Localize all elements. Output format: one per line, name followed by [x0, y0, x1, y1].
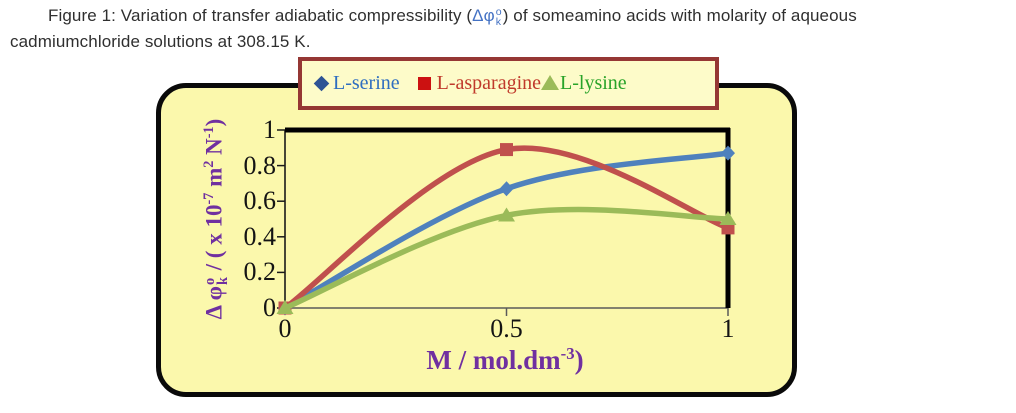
- l-lysine-point-2: [719, 211, 737, 225]
- x-tick-label-0.5: 0.5: [490, 314, 523, 343]
- l-serine-point-2: [721, 145, 735, 161]
- l-asparagine-line: [282, 145, 731, 311]
- l-asparagine-point-1: [500, 143, 513, 157]
- l-lysine-line: [282, 206, 731, 311]
- x-title-end: ): [574, 345, 584, 375]
- triangle-marker-icon: [541, 75, 560, 90]
- square-marker-icon: [417, 77, 431, 90]
- formula-superscript: o: [495, 6, 502, 19]
- diamond-marker-icon: [313, 75, 330, 92]
- formula-base: Δφ: [472, 6, 495, 25]
- x-title-base: M / mol.dm: [426, 345, 561, 375]
- legend-item-l-serine: L-serine: [313, 72, 400, 95]
- l-serine-line: [282, 150, 731, 311]
- chart-legend: L-serine L-asparagine L-lysine: [298, 57, 719, 110]
- y-tick-label-0.8: 0.8: [243, 150, 277, 180]
- legend-label: L-asparagine: [436, 72, 542, 94]
- y-tick-label-0.2: 0.2: [243, 257, 277, 287]
- y-tick-label-0: 0: [263, 293, 276, 322]
- legend-item-l-lysine: L-lysine: [541, 72, 627, 95]
- y-tick-label-0.4: 0.4: [243, 221, 277, 251]
- legend-label: L-lysine: [560, 72, 627, 94]
- x-title-exp: -3: [560, 344, 575, 363]
- x-tick-label-1: 1: [721, 314, 735, 343]
- y-tick-label-1: 1: [263, 115, 276, 144]
- x-axis-title: M / mol.dm-3): [375, 344, 635, 376]
- l-lysine-point-1: [498, 207, 515, 222]
- legend-label: L-serine: [333, 72, 400, 94]
- y-tick-label-0.6: 0.6: [243, 186, 277, 216]
- l-lysine-point-0: [276, 300, 294, 314]
- l-serine-point-1: [499, 181, 514, 197]
- caption-text-prefix: Figure 1: Variation of transfer adiabati…: [48, 6, 473, 25]
- x-tick-label-0: 0: [278, 314, 292, 343]
- figure-caption-line1: Figure 1: Variation of transfer adiabati…: [48, 6, 857, 27]
- legend-item-l-asparagine: L-asparagine: [416, 72, 541, 95]
- formula-subscript: k: [495, 16, 502, 29]
- caption-text-suffix: ) of someamino acids with molarity of aq…: [502, 6, 857, 25]
- figure-caption-line2: cadmiumchloride solutions at 308.15 K.: [10, 32, 311, 51]
- compressibility-formula: Δφ o k: [472, 6, 503, 29]
- chart-panel: [156, 83, 797, 397]
- plot-area: [276, 127, 737, 316]
